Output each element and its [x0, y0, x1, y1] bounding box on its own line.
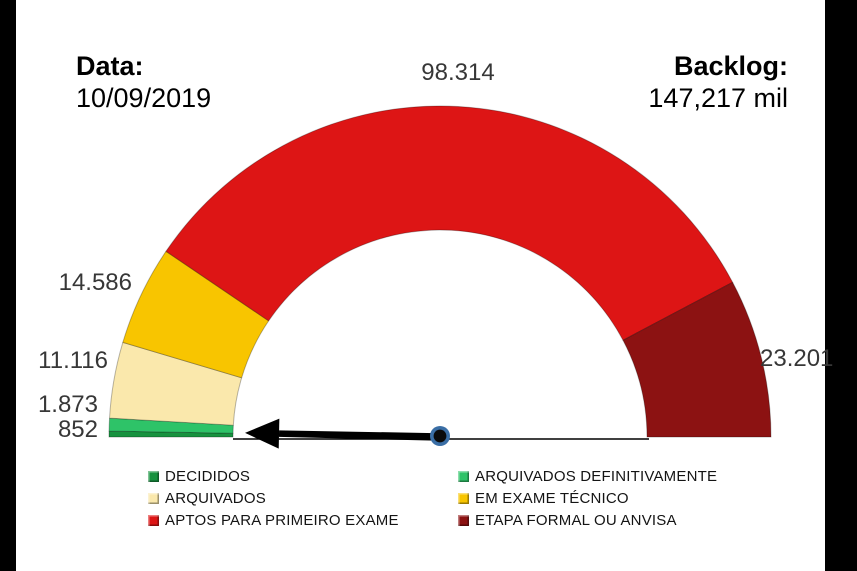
legend-swatch-etapa-formal-anvisa-icon	[458, 514, 469, 526]
letterbox-left-bar	[0, 0, 16, 571]
gauge-segment	[622, 281, 772, 438]
legend-label-etapa-formal-anvisa: ETAPA FORMAL OU ANVISA	[475, 511, 677, 529]
gauge-segment	[165, 105, 734, 341]
legend-label-aptos-primeiro-exame: APTOS PARA PRIMEIRO EXAME	[165, 511, 399, 529]
gauge-segment	[109, 341, 243, 426]
segment-value-etapa-formal: 23.201	[760, 345, 834, 372]
legend-swatch-aptos-primeiro-exame-icon	[148, 514, 159, 526]
segment-value-decididos: 852	[57, 416, 98, 443]
legend-item-decididos: DECIDIDOS	[148, 466, 458, 486]
legend-swatch-decididos-icon	[148, 470, 159, 482]
needle-arrowhead-icon	[245, 418, 280, 449]
legend-item-em-exame-tecnico: EM EXAME TÉCNICO	[458, 488, 717, 508]
legend-label-arquivados-definitivamente: ARQUIVADOS DEFINITIVAMENTE	[475, 467, 718, 485]
legend-swatch-em-exame-tecnico-icon	[458, 492, 469, 504]
legend-swatch-arquivados-icon	[148, 492, 159, 504]
legend-swatch-arquivados-definitivamente-icon	[458, 470, 469, 482]
backlog-label: Backlog:	[673, 51, 788, 81]
segment-value-exame-tecnico: 14.586	[58, 269, 132, 296]
segment-value-arquivados: 11.116	[38, 347, 108, 374]
legend-item-arquivados-definitivamente: ARQUIVADOS DEFINITIVAMENTE	[458, 466, 717, 486]
needle-shaft	[278, 430, 441, 441]
legend-item-arquivados: ARQUIVADOS	[148, 488, 458, 508]
backlog-value: 147,217 mil	[648, 83, 788, 114]
date-label: Data:	[76, 51, 144, 81]
segment-value-aptos: 98.314	[421, 59, 495, 86]
legend-label-arquivados: ARQUIVADOS	[165, 489, 266, 507]
legend-item-aptos-primeiro-exame: APTOS PARA PRIMEIRO EXAME	[148, 510, 458, 530]
date-header: Data: 10/09/2019	[76, 50, 211, 115]
letterbox-right-bar	[825, 0, 857, 571]
backlog-header: Backlog: 147,217 mil	[560, 50, 788, 115]
date-value: 10/09/2019	[76, 83, 212, 114]
needle-pivot-core	[433, 429, 447, 443]
legend-label-decididos: DECIDIDOS	[165, 467, 251, 485]
segment-value-arquivados-def: 1.873	[37, 391, 98, 418]
chart-legend: DECIDIDOS ARQUIVADOS DEFINITIVAMENTE ARQ…	[148, 466, 717, 530]
legend-item-etapa-formal-anvisa: ETAPA FORMAL OU ANVISA	[458, 510, 717, 530]
legend-label-em-exame-tecnico: EM EXAME TÉCNICO	[475, 489, 629, 507]
gauge-segment	[108, 417, 234, 434]
